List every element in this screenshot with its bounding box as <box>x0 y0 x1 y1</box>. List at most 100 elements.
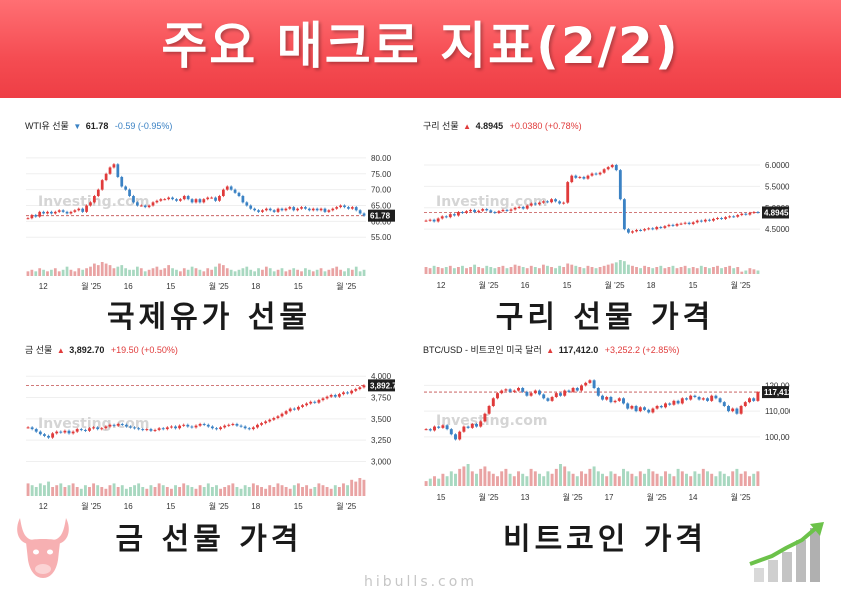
volume-bar <box>280 268 284 276</box>
volume-bar <box>521 267 525 274</box>
candle-body <box>542 394 546 399</box>
candle-body <box>609 397 613 403</box>
volume-bar <box>586 265 590 274</box>
volume-bar <box>424 267 428 274</box>
candle-body <box>487 406 491 414</box>
volume-bar <box>529 265 533 274</box>
volume-bar <box>491 473 495 486</box>
volume-bar <box>716 265 719 274</box>
candle-body <box>743 402 747 406</box>
candle-body <box>347 207 350 209</box>
volume-bar <box>496 476 499 486</box>
candle-body <box>722 402 726 406</box>
volume-bar <box>748 268 752 274</box>
candle-body <box>508 389 512 392</box>
y-tick-label: 80.00 <box>371 154 392 163</box>
volume-bar <box>424 481 428 486</box>
y-tick-label: 3,500 <box>371 415 392 424</box>
volume-bar <box>693 471 697 486</box>
last-price-box <box>368 209 395 222</box>
candle-body <box>562 202 566 204</box>
candle-body <box>198 423 202 426</box>
candle-body <box>264 421 268 424</box>
volume-bar <box>546 471 550 486</box>
x-tick-label: 13 <box>521 493 530 502</box>
volume-bar <box>315 269 319 276</box>
volume-bar <box>231 483 235 496</box>
volume-bar <box>300 271 303 276</box>
volume-bar <box>433 476 436 486</box>
candle-body <box>720 218 723 220</box>
chart-btc-name: BTC/USD - 비트코인 미국 달러 <box>423 345 542 355</box>
candle-body <box>301 405 304 407</box>
volume-bar <box>601 473 604 486</box>
candle-body <box>354 389 358 391</box>
candle-body <box>469 209 472 212</box>
volume-bar <box>93 263 96 276</box>
volume-bar <box>89 266 92 276</box>
volume-bar <box>512 476 516 486</box>
candle-body <box>112 164 116 168</box>
volume-bar <box>481 268 485 274</box>
volume-bar <box>92 483 96 496</box>
volume-bar <box>323 271 327 276</box>
volume-bar <box>71 483 75 496</box>
candle-body <box>691 222 695 225</box>
candle-body <box>570 175 574 183</box>
candle-body <box>335 207 339 209</box>
volume-bar <box>112 268 116 276</box>
volume-bar <box>529 468 533 486</box>
x-tick-label: 16 <box>124 502 133 511</box>
candle-body <box>504 389 508 391</box>
candle-body <box>756 392 760 401</box>
x-tick-label: 12 <box>39 282 48 291</box>
candle-body <box>651 228 655 230</box>
volume-bar <box>229 269 233 276</box>
chart-wti-svg: 80.0075.0070.0065.0060.0055.00Investing.… <box>26 154 395 291</box>
volume-bar <box>47 481 50 496</box>
volume-bar <box>428 478 432 486</box>
volume-bar <box>513 264 517 274</box>
volume-bar <box>630 473 634 486</box>
volume-bar <box>182 483 186 496</box>
candle-body <box>631 231 634 233</box>
candle-body <box>167 197 171 200</box>
volume-bar <box>659 265 663 274</box>
y-tick-label: 75.00 <box>371 170 392 179</box>
candle-body <box>214 197 217 201</box>
candle-body <box>151 202 155 206</box>
candle-body <box>182 196 186 200</box>
volume-bar <box>186 485 190 496</box>
volume-bar <box>542 264 545 274</box>
volume-bar <box>251 483 255 496</box>
chart-btc-price: 117,412.0 <box>558 345 599 355</box>
volume-bar <box>88 487 91 496</box>
candle-body <box>667 224 671 227</box>
arrow-up-icon: ▲ <box>463 122 472 131</box>
candle-body <box>618 170 622 200</box>
candle-body <box>493 212 497 214</box>
y-tick-label: 120,000 <box>765 381 790 390</box>
candle-body <box>525 205 529 209</box>
volume-bar <box>354 481 358 496</box>
volume-bar <box>537 268 541 274</box>
volume-bar <box>96 265 100 276</box>
candle-body <box>284 411 288 414</box>
chart-wti-header: WTI유 선물 ▼ 61.78 -0.59 (-0.95%) <box>25 119 172 132</box>
candle-body <box>497 211 501 213</box>
candle-body <box>428 219 432 221</box>
x-tick-label: 18 <box>251 502 260 511</box>
chart-btc: 120,000 110,000 100,000 Investing.com 15 월 '2… <box>420 340 790 504</box>
volume-bar <box>580 471 583 486</box>
candle-body <box>38 431 42 435</box>
candle-body <box>256 424 259 428</box>
x-tick-label: 14 <box>689 493 698 502</box>
volume-bar <box>30 485 34 496</box>
volume-bar <box>614 262 618 274</box>
candle-body <box>533 203 537 205</box>
candle-body <box>512 390 516 392</box>
candle-body <box>104 173 108 181</box>
volume-bar <box>245 266 249 276</box>
x-tick-label: 16 <box>124 282 133 291</box>
chart-copper: 6.00005.50005.00004.5000Investing.com12월… <box>420 116 790 294</box>
